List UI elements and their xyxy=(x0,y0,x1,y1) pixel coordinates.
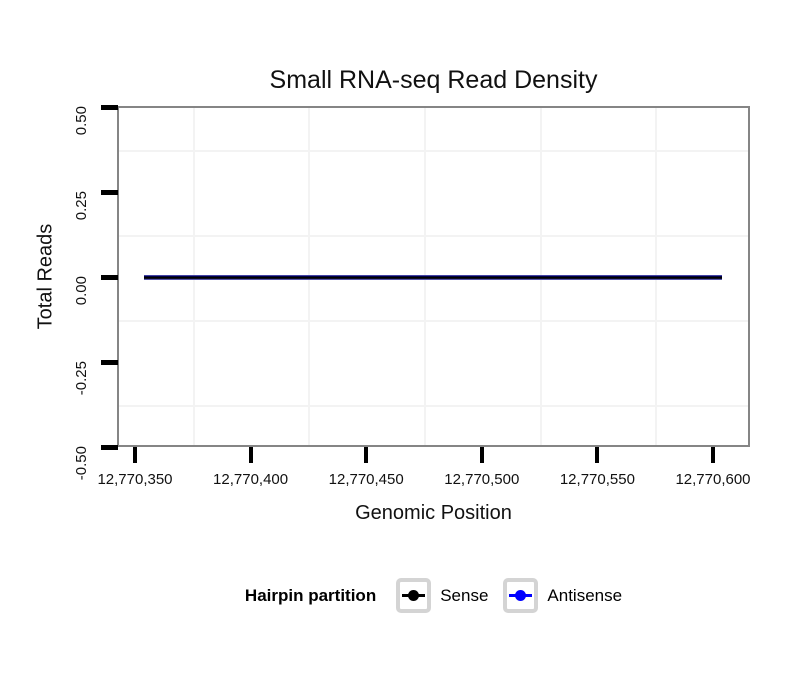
y-axis-tick-label: 0.00 xyxy=(73,275,103,305)
x-axis-tick xyxy=(133,447,137,463)
y-axis-title-box: Total Reads xyxy=(33,106,59,447)
x-axis-tick-label: 12,770,500 xyxy=(444,471,520,488)
x-axis-tick xyxy=(479,447,484,463)
legend-title: Hairpin partition xyxy=(244,585,377,605)
plot-panel xyxy=(117,106,750,447)
y-axis-tick xyxy=(101,104,118,110)
minor-gridline-horizontal xyxy=(119,319,748,322)
y-axis-tick-label-text: 0.25 xyxy=(73,191,90,221)
legend-entry-sense: Sense xyxy=(396,578,488,613)
y-axis-tick-label: 0.25 xyxy=(73,190,103,220)
x-axis-tick xyxy=(364,447,369,463)
y-axis-tick-label-text: 0.00 xyxy=(73,276,90,306)
y-axis-tick-label-text: -0.25 xyxy=(73,361,90,396)
legend: Hairpin partition Sense Antisense xyxy=(117,577,750,614)
x-axis-tick-label: 12,770,350 xyxy=(97,471,173,488)
x-axis-tick-label: 12,770,400 xyxy=(213,471,289,488)
minor-gridline-horizontal xyxy=(119,149,748,152)
y-axis-tick xyxy=(101,189,118,195)
legend-entries: Sense Antisense xyxy=(396,578,622,613)
y-axis-tick xyxy=(101,444,118,450)
y-axis-tick-label: -0.25 xyxy=(73,360,108,395)
x-axis-tick xyxy=(711,447,715,463)
minor-gridline-horizontal xyxy=(119,404,748,407)
legend-key-point-icon xyxy=(408,590,420,601)
legend-key-point-icon xyxy=(515,590,527,601)
y-axis-tick-label-text: -0.50 xyxy=(73,446,90,481)
x-axis-tick-label: 12,770,600 xyxy=(675,471,751,488)
y-axis-tick-label: -0.50 xyxy=(73,445,108,480)
legend-label: Sense xyxy=(440,585,489,605)
chart-title: Small RNA-seq Read Density xyxy=(269,66,598,94)
y-axis-title: Total Reads xyxy=(34,223,57,330)
x-axis-tick-label: 12,770,550 xyxy=(559,471,635,488)
legend-key-sense xyxy=(396,578,432,613)
x-axis-title: Genomic Position xyxy=(355,502,512,524)
legend-key-antisense xyxy=(503,578,539,613)
legend-entry-antisense: Antisense xyxy=(503,578,622,613)
x-axis-tick-label: 12,770,450 xyxy=(328,471,404,488)
minor-gridline-horizontal xyxy=(119,234,748,237)
x-axis-tick xyxy=(248,447,253,463)
y-axis-tick xyxy=(101,274,118,280)
x-axis-tick xyxy=(595,447,600,463)
y-axis-tick-label: 0.50 xyxy=(73,105,103,135)
series-line-sense-antisense-overlap xyxy=(144,274,723,280)
legend-label: Antisense xyxy=(547,585,623,605)
y-axis-tick-label-text: 0.50 xyxy=(73,106,90,136)
y-axis-tick xyxy=(101,359,118,365)
